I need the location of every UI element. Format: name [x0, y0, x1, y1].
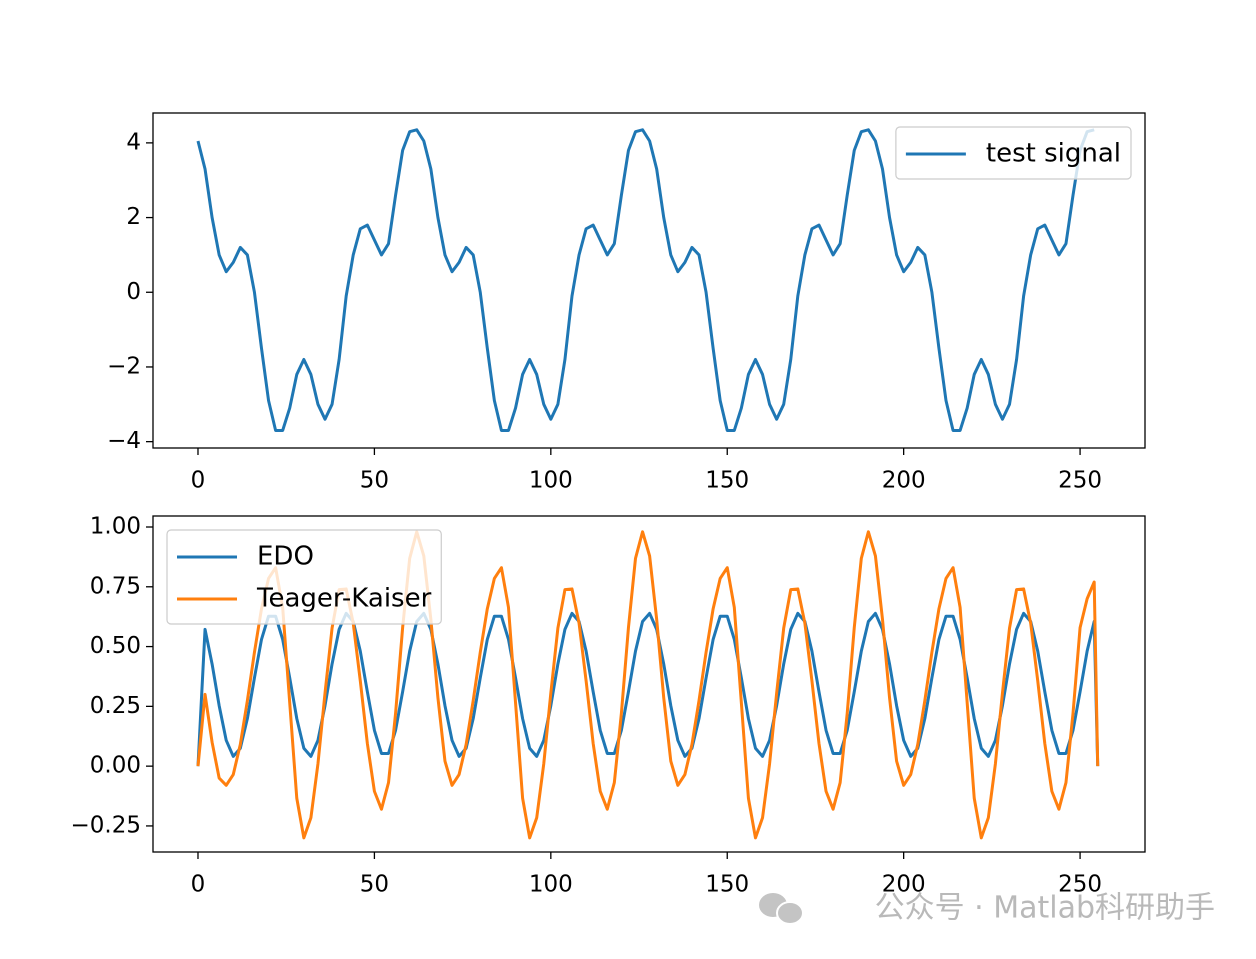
x-tick-label: 250: [1058, 468, 1102, 494]
y-tick-label: 2: [126, 204, 141, 230]
legend: test signal: [895, 126, 1132, 180]
x-tick-label: 200: [882, 872, 926, 898]
legend-box: [895, 126, 1132, 180]
x-tick-label: 100: [529, 468, 573, 494]
x-tick-label: 250: [1058, 872, 1102, 898]
legend: EDO Teager-Kaiser: [166, 529, 442, 625]
x-tick-label: 200: [882, 468, 926, 494]
y-tick-label: 4: [126, 129, 141, 155]
x-tick-label: 150: [705, 872, 749, 898]
y-tick-label: 1.00: [90, 514, 141, 540]
y-tick-label: −0.25: [71, 812, 141, 838]
watermark-icon: [759, 893, 804, 925]
axes-frame: [152, 515, 1146, 853]
y-tick-label: 0.00: [90, 753, 141, 779]
y-tick-label: 0: [126, 279, 141, 305]
legend-label: test signal: [986, 139, 1121, 169]
y-tick-label: 0.75: [90, 573, 141, 599]
x-tick-label: 0: [191, 872, 206, 898]
x-tick-label: 150: [705, 468, 749, 494]
y-tick-label: 0.50: [90, 633, 141, 659]
series-line: [196, 128, 1095, 432]
watermark: 公众号 · Matlab科研助手: [875, 891, 1215, 926]
legend-label: Teager-Kaiser: [256, 584, 432, 614]
x-tick-label: 100: [529, 872, 573, 898]
x-tick-label: 50: [360, 468, 389, 494]
y-tick-label: −4: [107, 428, 141, 454]
x-tick-label: 50: [360, 872, 389, 898]
axes-frame: [152, 112, 1146, 449]
y-tick-label: 0.25: [90, 693, 141, 719]
y-tick-label: −2: [107, 353, 141, 379]
legend-label: EDO: [257, 542, 314, 572]
x-tick-label: 0: [191, 468, 206, 494]
